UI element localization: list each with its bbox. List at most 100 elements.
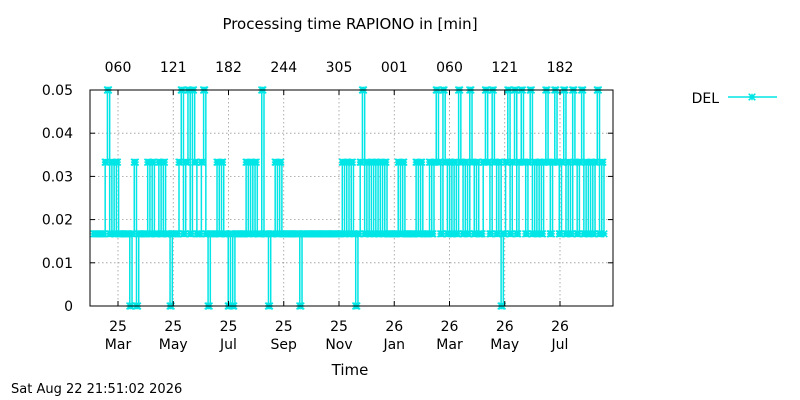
data-point — [272, 158, 281, 166]
data-point — [346, 230, 354, 238]
data-point — [572, 158, 580, 166]
data-point — [574, 230, 583, 238]
data-point — [243, 158, 252, 166]
x-tick-label-month: Mar — [105, 337, 132, 353]
data-point — [348, 158, 357, 166]
data-point — [502, 158, 511, 166]
data-point — [520, 158, 529, 166]
data-point — [364, 158, 372, 166]
x-tick-label-day: 25 — [220, 319, 238, 335]
x-top-tick-label: 060 — [436, 60, 463, 76]
legend-label-del: DEL — [692, 91, 720, 107]
data-point — [516, 158, 524, 166]
data-point — [176, 158, 184, 166]
x-tick-label-month: May — [159, 337, 188, 353]
data-point — [458, 158, 466, 166]
data-point — [545, 158, 554, 166]
data-point — [375, 230, 384, 238]
x-top-tick-label: 305 — [326, 60, 353, 76]
data-point — [270, 230, 278, 238]
x-tick-label-month: Jul — [219, 337, 237, 353]
data-point — [399, 158, 408, 166]
data-point — [473, 158, 482, 166]
data-point — [558, 158, 567, 166]
data-point — [531, 158, 540, 166]
data-point — [341, 230, 350, 238]
y-tick-label: 0.04 — [42, 126, 73, 142]
data-point — [444, 230, 453, 238]
data-point — [102, 158, 111, 166]
data-point — [350, 230, 359, 238]
data-point — [592, 158, 601, 166]
data-point — [214, 158, 222, 166]
data-point — [413, 158, 422, 166]
y-tick-label: 0.03 — [42, 169, 73, 185]
x-tick-label-day: 25 — [164, 319, 182, 335]
data-point — [252, 158, 261, 166]
data-point — [585, 230, 594, 238]
data-point — [487, 230, 495, 238]
data-point — [534, 230, 542, 238]
data-point — [100, 230, 108, 238]
chart-title: Processing time RAPIONO in [min] — [222, 15, 477, 33]
data-point — [339, 158, 348, 166]
data-point — [355, 230, 363, 238]
data-point — [216, 230, 225, 238]
data-point — [361, 230, 370, 238]
data-point — [431, 158, 439, 166]
x-tick-label-day: 25 — [109, 319, 127, 335]
data-point — [156, 158, 164, 166]
data-point — [187, 230, 196, 238]
data-point — [263, 230, 272, 238]
data-point — [294, 230, 303, 238]
data-point — [417, 158, 426, 166]
data-point — [529, 230, 538, 238]
y-tick-label: 0.02 — [42, 213, 73, 229]
data-point — [563, 230, 571, 238]
data-point — [600, 230, 608, 238]
data-point — [203, 230, 211, 238]
data-point — [366, 230, 375, 238]
x-tick-label-month: Jan — [382, 337, 405, 353]
data-point — [276, 158, 285, 166]
legend-marker-del — [748, 93, 756, 101]
x-tick-label-day: 26 — [441, 319, 459, 335]
data-point — [522, 230, 531, 238]
data-point — [500, 230, 509, 238]
data-point — [549, 158, 558, 166]
data-point — [196, 230, 205, 238]
data-point — [429, 230, 437, 238]
plot-frame — [89, 89, 614, 307]
data-point — [109, 158, 117, 166]
data-point — [478, 230, 486, 238]
x-tick-label-month: Nov — [325, 337, 352, 353]
data-point — [370, 230, 379, 238]
x-top-tick-label: 121 — [160, 60, 187, 76]
data-point — [507, 230, 516, 238]
data-point — [424, 230, 433, 238]
data-point — [460, 230, 469, 238]
data-point — [241, 230, 249, 238]
data-point — [373, 158, 381, 166]
data-point — [344, 158, 352, 166]
x-axis-label: Time — [331, 361, 369, 379]
x-top-tick-label: 001 — [381, 60, 408, 76]
data-point — [379, 230, 388, 238]
data-point — [256, 230, 265, 238]
data-point — [471, 230, 480, 238]
footer-timestamp: Sat Aug 22 21:51:02 2026 — [11, 382, 183, 397]
data-point — [377, 158, 386, 166]
data-point — [435, 158, 444, 166]
data-point — [437, 230, 446, 238]
data-point — [484, 158, 493, 166]
data-point — [158, 230, 167, 238]
series-del — [90, 86, 608, 310]
x-tick-label-month: Jul — [551, 337, 569, 353]
data-point — [160, 158, 169, 166]
data-point — [191, 158, 200, 166]
x-tick-label-month: May — [490, 337, 519, 353]
data-point — [415, 230, 424, 238]
data-point — [227, 230, 236, 238]
data-point — [382, 158, 390, 166]
data-point — [174, 230, 182, 238]
